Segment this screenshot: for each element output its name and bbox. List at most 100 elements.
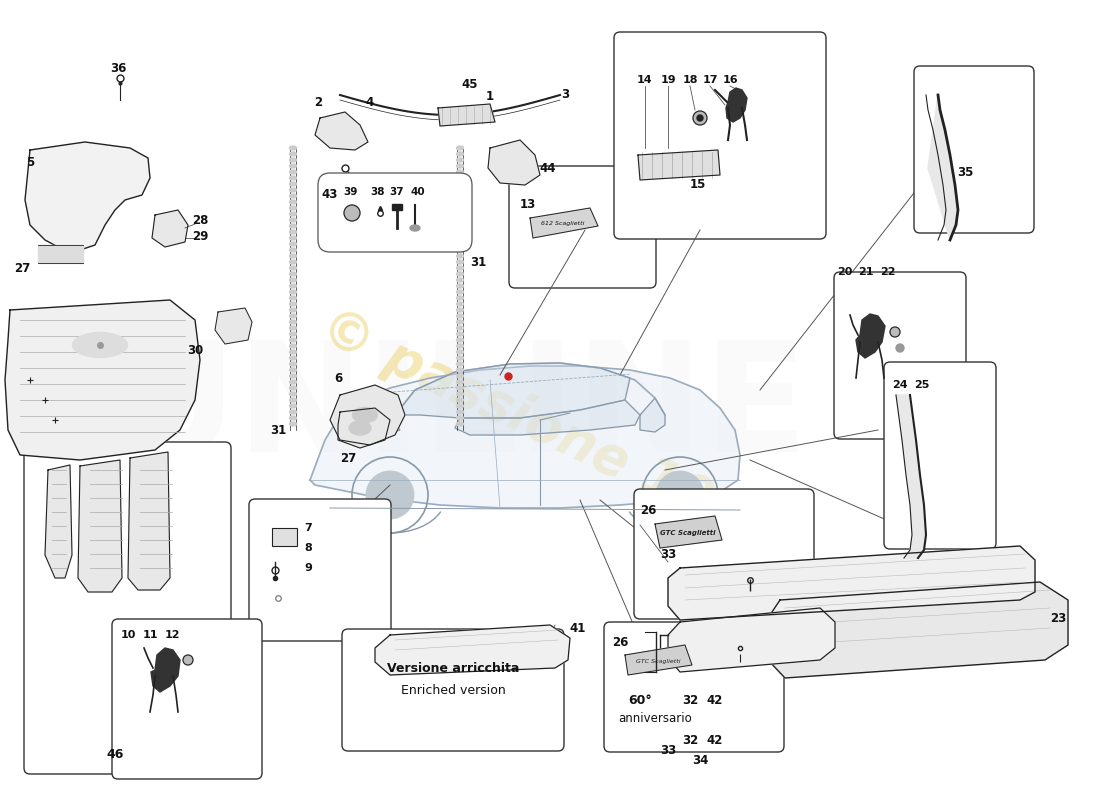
Ellipse shape <box>289 380 297 384</box>
Ellipse shape <box>456 410 463 414</box>
Text: 41: 41 <box>570 622 586 634</box>
FancyBboxPatch shape <box>509 166 656 288</box>
Ellipse shape <box>456 344 463 348</box>
Text: 20: 20 <box>837 267 852 277</box>
Text: 26: 26 <box>640 503 657 517</box>
Circle shape <box>896 344 904 352</box>
Ellipse shape <box>410 225 420 231</box>
Ellipse shape <box>456 158 463 162</box>
Ellipse shape <box>289 404 297 408</box>
Polygon shape <box>330 385 405 445</box>
Ellipse shape <box>289 308 297 312</box>
Ellipse shape <box>456 242 463 246</box>
Circle shape <box>693 111 707 125</box>
Ellipse shape <box>456 278 463 282</box>
Ellipse shape <box>456 380 463 384</box>
Ellipse shape <box>289 392 297 396</box>
Ellipse shape <box>289 278 297 282</box>
Circle shape <box>697 115 703 121</box>
Ellipse shape <box>289 416 297 420</box>
Ellipse shape <box>289 410 297 414</box>
Polygon shape <box>45 465 72 578</box>
FancyBboxPatch shape <box>342 629 564 751</box>
Text: 9: 9 <box>304 563 312 573</box>
Ellipse shape <box>456 266 463 270</box>
Ellipse shape <box>289 200 297 204</box>
FancyBboxPatch shape <box>614 32 826 239</box>
Ellipse shape <box>456 194 463 198</box>
Ellipse shape <box>289 176 297 180</box>
Text: 2: 2 <box>314 95 322 109</box>
Polygon shape <box>625 645 692 675</box>
FancyBboxPatch shape <box>24 442 231 774</box>
Text: 45: 45 <box>462 78 478 90</box>
Ellipse shape <box>289 350 297 354</box>
Text: 42: 42 <box>707 694 723 706</box>
Ellipse shape <box>289 344 297 348</box>
FancyBboxPatch shape <box>884 362 996 549</box>
Text: 40: 40 <box>410 187 426 197</box>
Ellipse shape <box>456 398 463 402</box>
Ellipse shape <box>289 332 297 336</box>
Ellipse shape <box>289 212 297 216</box>
Ellipse shape <box>456 350 463 354</box>
Text: 612 Scaglietti: 612 Scaglietti <box>541 222 585 226</box>
Text: 31: 31 <box>470 255 486 269</box>
Text: 1: 1 <box>486 90 494 102</box>
Text: 27: 27 <box>340 451 356 465</box>
Ellipse shape <box>289 314 297 318</box>
Text: 16: 16 <box>723 75 738 85</box>
Ellipse shape <box>456 236 463 240</box>
FancyBboxPatch shape <box>318 173 472 252</box>
Circle shape <box>656 471 704 519</box>
Ellipse shape <box>456 200 463 204</box>
Polygon shape <box>310 366 740 508</box>
Ellipse shape <box>289 338 297 342</box>
Polygon shape <box>395 363 630 418</box>
Circle shape <box>890 327 900 337</box>
Ellipse shape <box>456 206 463 210</box>
Text: 19: 19 <box>660 75 675 85</box>
Text: 39: 39 <box>343 187 358 197</box>
Polygon shape <box>668 608 835 672</box>
Polygon shape <box>6 300 200 460</box>
Ellipse shape <box>456 386 463 390</box>
Text: 4: 4 <box>366 95 374 109</box>
Text: 3: 3 <box>561 89 569 102</box>
Polygon shape <box>375 625 570 675</box>
Text: 23: 23 <box>1049 611 1066 625</box>
Ellipse shape <box>289 242 297 246</box>
Text: 12: 12 <box>164 630 179 640</box>
Ellipse shape <box>456 218 463 222</box>
Polygon shape <box>726 88 747 122</box>
Ellipse shape <box>289 272 297 276</box>
Bar <box>392 204 402 210</box>
FancyBboxPatch shape <box>834 272 966 439</box>
Ellipse shape <box>456 320 463 324</box>
Polygon shape <box>375 424 400 435</box>
Text: 28: 28 <box>191 214 208 226</box>
Ellipse shape <box>456 230 463 234</box>
Text: 60°: 60° <box>628 694 652 706</box>
Ellipse shape <box>289 170 297 174</box>
Ellipse shape <box>456 356 463 360</box>
Bar <box>272 528 297 546</box>
Text: 17: 17 <box>702 75 717 85</box>
Ellipse shape <box>456 296 463 300</box>
Ellipse shape <box>289 146 297 150</box>
Ellipse shape <box>289 386 297 390</box>
Ellipse shape <box>456 176 463 180</box>
Text: 32: 32 <box>682 694 698 706</box>
Text: 33: 33 <box>660 549 676 562</box>
Ellipse shape <box>289 254 297 258</box>
Ellipse shape <box>456 260 463 264</box>
Circle shape <box>366 471 414 519</box>
Circle shape <box>344 205 360 221</box>
Ellipse shape <box>289 182 297 186</box>
Polygon shape <box>455 400 640 435</box>
FancyBboxPatch shape <box>604 622 784 752</box>
Ellipse shape <box>456 170 463 174</box>
Polygon shape <box>530 208 598 238</box>
Polygon shape <box>214 308 252 344</box>
Ellipse shape <box>289 230 297 234</box>
